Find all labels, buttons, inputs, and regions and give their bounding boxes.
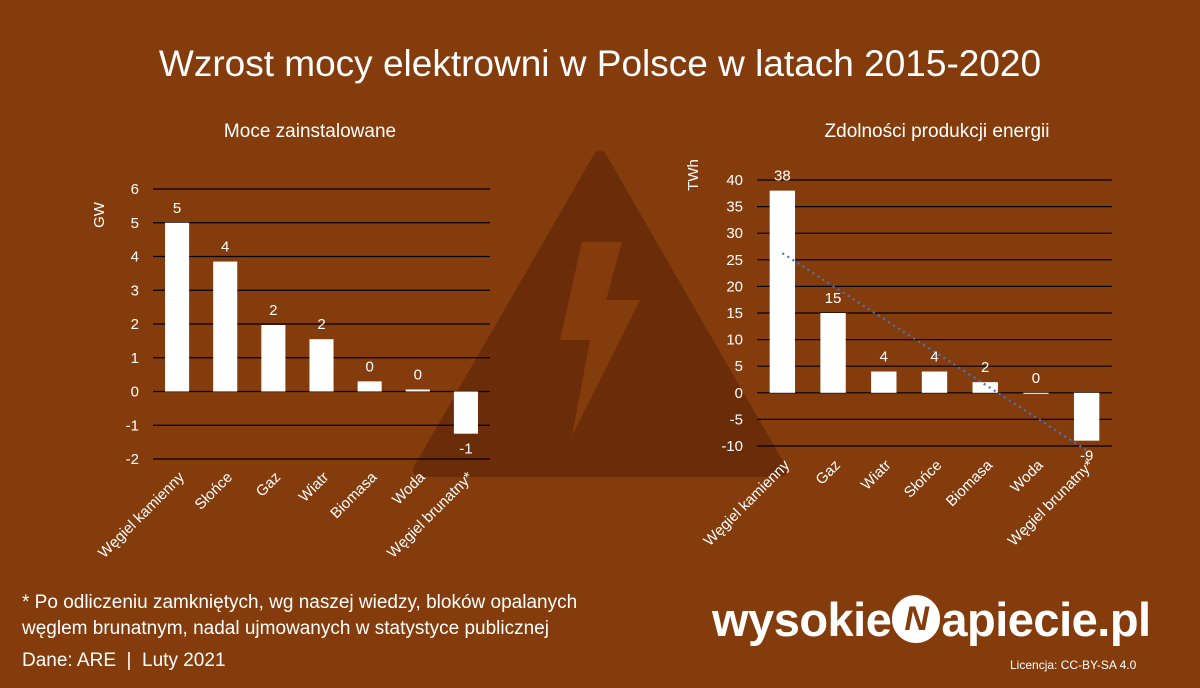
bar (1073, 392, 1100, 441)
chart-subtitle: Zdolności produkcji energii (825, 121, 1050, 142)
footnote-line-2: węglem brunatnym, nadal ujmowanych w sta… (22, 618, 549, 639)
x-tick-label: Woda (1007, 456, 1047, 496)
data-label: 4 (930, 349, 938, 366)
y-tick-label: -2 (126, 451, 139, 468)
data-label: 5 (173, 200, 181, 217)
data-label: 15 (825, 290, 842, 307)
data-label: 38 (774, 168, 791, 185)
y-tick-label: 4 (131, 249, 139, 266)
bar (453, 391, 478, 434)
y-tick-label: 0 (131, 384, 139, 401)
y-tick-label: 1 (131, 350, 139, 367)
data-label: 2 (269, 302, 277, 319)
brand-prefix: wysokie (712, 593, 892, 646)
bar (213, 261, 238, 392)
y-tick-label: -10 (721, 438, 743, 455)
data-label: 4 (880, 349, 888, 366)
y-tick-label: 35 (726, 199, 743, 216)
bar (820, 313, 846, 393)
y-axis-label: GW (91, 201, 108, 228)
data-label: 4 (221, 239, 229, 256)
chart-title: Wzrost mocy elektrowni w Polsce w latach… (158, 43, 1042, 84)
y-tick-label: 5 (735, 358, 743, 375)
data-label: 2 (981, 359, 989, 376)
bar (165, 222, 190, 392)
bar (357, 381, 382, 392)
bar (309, 339, 334, 392)
license-text: Licencja: CC-BY-SA 4.0 (1010, 658, 1137, 672)
y-axis-label: TWh (685, 159, 702, 191)
y-tick-label: 25 (726, 252, 743, 269)
x-tick-label: Węgiel brunatny* (1005, 457, 1098, 550)
bar (972, 382, 998, 393)
trendline (781, 252, 1088, 452)
y-tick-label: 0 (735, 385, 743, 402)
data-label: 2 (317, 316, 325, 333)
x-tick-label: Wiatr (858, 457, 895, 494)
brand-n-icon: N (892, 595, 941, 643)
data-label: -9 (1080, 448, 1093, 465)
y-tick-label: 3 (131, 282, 139, 299)
y-tick-label: -5 (730, 411, 743, 428)
data-label: 0 (365, 358, 373, 375)
data-label: 0 (1032, 370, 1040, 387)
y-tick-label: 10 (726, 332, 743, 349)
x-tick-label: Gaz (812, 457, 843, 488)
y-tick-label: 6 (131, 181, 139, 198)
y-tick-label: 40 (726, 172, 743, 189)
bar (261, 325, 286, 392)
bar (769, 190, 796, 393)
x-tick-label: Węgiel kamienny (700, 456, 793, 549)
x-tick-label: Słońce (901, 457, 945, 501)
y-tick-label: 5 (131, 215, 139, 232)
data-label: 0 (414, 366, 422, 383)
y-tick-label: 20 (726, 278, 743, 295)
bar (405, 389, 430, 392)
brand-suffix: apiecie.pl (941, 593, 1151, 646)
y-tick-label: 15 (726, 305, 743, 322)
y-tick-label: -1 (126, 417, 139, 434)
bar (921, 371, 948, 393)
x-tick-label: Biomasa (943, 456, 997, 510)
source-text: Dane: ARE | Luty 2021 (22, 650, 226, 671)
chart-subtitle: Moce zainstalowane (224, 121, 396, 142)
y-tick-label: 2 (131, 316, 139, 333)
data-label: -1 (459, 441, 472, 458)
footnote-line-1: * Po odliczeniu zamkniętych, wg naszej w… (22, 592, 578, 613)
y-tick-label: 30 (726, 225, 743, 242)
bar (871, 371, 897, 393)
bar (1023, 392, 1049, 394)
